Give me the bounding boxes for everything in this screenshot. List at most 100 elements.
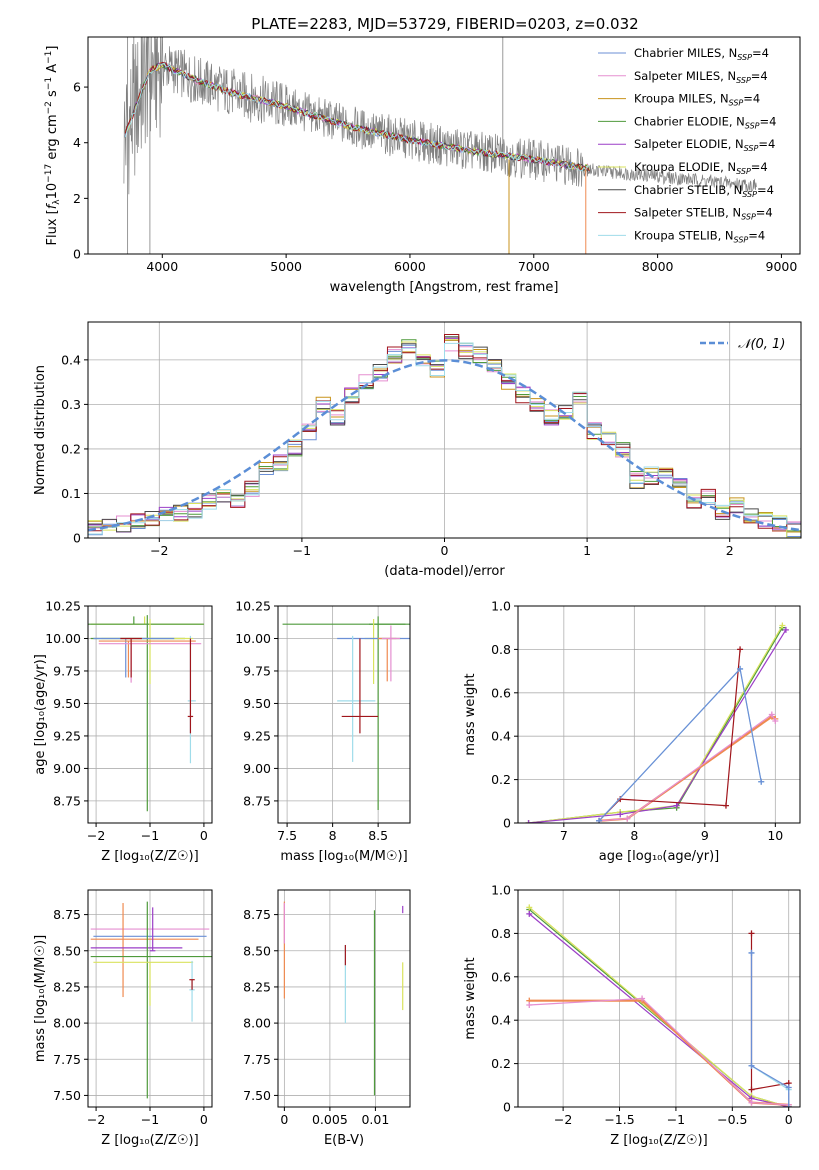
x-tick-label: 0 [441, 543, 449, 558]
legend-entry: Chabrier STELIB, NSSP=4 [634, 183, 774, 199]
legend: Chabrier MILES, NSSP=4 Salpeter MILES, NS… [598, 46, 776, 244]
axes-frame [277, 889, 411, 1108]
y-tick-label: 8.75 [243, 907, 271, 922]
x-tick-label: 0.005 [312, 1112, 348, 1127]
x-axis-label: age [log₁₀(age/yr)] [599, 849, 720, 864]
y-tick-label: 8.50 [53, 943, 81, 958]
x-tick-label: 5000 [270, 259, 302, 274]
x-axis-label: Z [log₁₀(Z/Z☉)] [610, 1133, 707, 1148]
x-tick-label: 7.5 [277, 828, 297, 843]
normal-curve [88, 359, 801, 532]
y-tick-label: 0.2 [61, 441, 81, 456]
x-tick-label: −1 [141, 828, 159, 843]
x-axis-label: (data-model)/error [384, 564, 505, 579]
y-tick-label: 8.25 [53, 979, 81, 994]
panel-mass-vs-EBV: 0 0.005 0.01 7.50 7.75 8.00 8.25 8.50 8.75 E(B-V) [243, 889, 411, 1148]
x-axis-label: Z [log₁₀(Z/Z☉)] [101, 849, 198, 864]
y-tick-label: 0.8 [491, 642, 511, 657]
x-tick-label: 0 [200, 828, 208, 843]
data-point [748, 930, 755, 937]
x-axis-label: E(B-V) [324, 1133, 364, 1148]
grid [518, 889, 800, 1108]
legend-entry: Kroupa ELODIE, NSSP=4 [634, 160, 768, 176]
axes-frame [277, 605, 411, 824]
y-tick-label: 7.75 [53, 1052, 81, 1067]
plot-area [88, 333, 801, 538]
axes: 0 0.005 0.01 7.50 7.75 8.00 8.25 8.50 8.75 E(B-V) [243, 889, 411, 1148]
y-tick-label: 0.6 [491, 969, 511, 984]
y-tick-label: 0.4 [491, 1013, 511, 1028]
y-tick-label: 9.00 [53, 761, 81, 776]
x-tick-label: 2 [726, 543, 734, 558]
panel-weight-vs-age: 7 8 9 10 0 0.2 0.4 0.6 0.8 1.0 age [log₁₀(age/yr)]… [463, 599, 801, 864]
y-tick-label: 0.3 [61, 397, 81, 412]
y-tick-label: 8.00 [243, 1016, 271, 1031]
data-point [772, 718, 779, 725]
series-line [528, 629, 787, 823]
legend-entry: Chabrier MILES, NSSP=4 [634, 46, 769, 62]
y-tick-label: 0.6 [491, 685, 511, 700]
axes: −2 −1 0 8.75 9.00 9.25 9.50 9.75 10.00 10.25 Z [lo… [33, 599, 213, 864]
series-line [528, 906, 789, 1107]
data-point [737, 665, 744, 672]
y-tick-label: 0 [503, 816, 511, 831]
data-point [525, 820, 532, 823]
panel-age-vs-mass: 7.5 8 8.5 8.75 9.00 9.25 9.50 9.75 10.00 10.25 mas… [235, 599, 411, 864]
data-point [526, 904, 533, 911]
x-tick-label: −2 [87, 1112, 105, 1127]
data-point [617, 811, 624, 818]
data-point [758, 778, 765, 785]
y-tick-label: 6 [73, 80, 81, 95]
plot-area [526, 904, 792, 1107]
axes-frame [517, 605, 801, 824]
y-tick-label: 9.50 [243, 696, 271, 711]
axes: −2 −1 0 1 2 0 0.1 0.2 0.3 0.4 (data-model)/error No… [33, 321, 802, 579]
y-axis-label: mass weight [463, 673, 478, 755]
grid [518, 605, 800, 824]
y-tick-label: 7.50 [243, 1088, 271, 1103]
series-line [598, 667, 762, 822]
y-tick-label: 8.25 [243, 979, 271, 994]
panel-residuals: −2 −1 0 1 2 0 0.1 0.2 0.3 0.4 (data-model)/error No… [33, 321, 802, 579]
data-point [748, 1099, 755, 1106]
y-tick-label: 0 [73, 531, 81, 546]
legend-entry: Salpeter MILES, NSSP=4 [634, 69, 768, 85]
x-tick-label: 7000 [518, 259, 550, 274]
data-point [722, 802, 729, 809]
x-tick-label: 0.01 [361, 1112, 389, 1127]
data-point [779, 622, 786, 629]
data-point [785, 1104, 792, 1107]
x-axis-label: Z [log₁₀(Z/Z☉)] [101, 1133, 198, 1148]
data-point [526, 910, 533, 917]
data-point [748, 1086, 755, 1093]
y-tick-label: 9.00 [243, 761, 271, 776]
panel-weight-vs-Z: −2 −1.5 −1 −0.5 0 0 0.2 0.4 0.6 0.8 1.0 Z [log₁₀(Z/… [463, 883, 801, 1148]
y-tick-label: 10.25 [235, 599, 271, 614]
y-tick-label: 7.50 [53, 1088, 81, 1103]
legend-entry: Salpeter ELODIE, NSSP=4 [634, 137, 775, 153]
y-tick-label: 8.75 [53, 907, 81, 922]
axes: 7 8 9 10 0 0.2 0.4 0.6 0.8 1.0 age [log₁₀(age/yr)]… [463, 599, 801, 864]
series-line [528, 627, 783, 823]
x-tick-label: −2 [554, 1112, 572, 1127]
legend-entry: Chabrier ELODIE, NSSP=4 [634, 114, 776, 130]
y-tick-label: 9.25 [243, 728, 271, 743]
x-axis-label: wavelength [Angstrom, rest frame] [330, 280, 559, 295]
y-tick-label: 0.8 [491, 926, 511, 941]
y-tick-label: 1.0 [491, 883, 511, 898]
data-point [737, 646, 744, 653]
x-tick-label: 1 [583, 543, 591, 558]
x-tick-label: 8000 [642, 259, 674, 274]
x-tick-label: 9000 [766, 259, 798, 274]
x-tick-label: −1.5 [604, 1112, 634, 1127]
data-point [673, 802, 680, 809]
x-tick-label: −0.5 [717, 1112, 747, 1127]
axes: −2 −1.5 −1 −0.5 0 0 0.2 0.4 0.6 0.8 1.0 Z [log₁₀(Z/… [463, 883, 801, 1148]
y-axis-label: age [log₁₀(age/yr)] [33, 654, 48, 775]
series-line [599, 713, 776, 822]
y-tick-label: 0.4 [491, 729, 511, 744]
plot-area [282, 616, 410, 811]
x-tick-label: 6000 [394, 259, 426, 274]
data-point [785, 1084, 792, 1091]
